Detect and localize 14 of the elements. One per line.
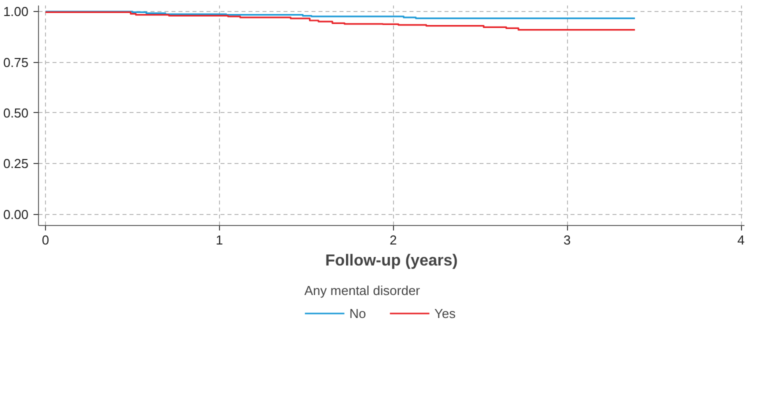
- legend-label: Yes: [434, 306, 456, 320]
- y-tick-label: 0.00: [3, 206, 29, 222]
- legend-label: No: [349, 306, 368, 320]
- y-tick-label: 1.00: [3, 4, 29, 20]
- x-tick-label: 4: [737, 232, 745, 248]
- y-tick-label: 0.75: [3, 54, 29, 70]
- x-axis-title: Follow-up (years): [325, 252, 458, 270]
- x-tick-label: 3: [564, 232, 571, 248]
- y-tick-label: 0.50: [3, 105, 29, 120]
- x-tick-label: 2: [390, 232, 397, 248]
- x-tick-label: 0: [42, 232, 50, 248]
- x-tick-label: 1: [216, 232, 223, 248]
- y-tick-label: 0.25: [3, 156, 29, 172]
- legend-title: Any mental disorder: [304, 283, 422, 298]
